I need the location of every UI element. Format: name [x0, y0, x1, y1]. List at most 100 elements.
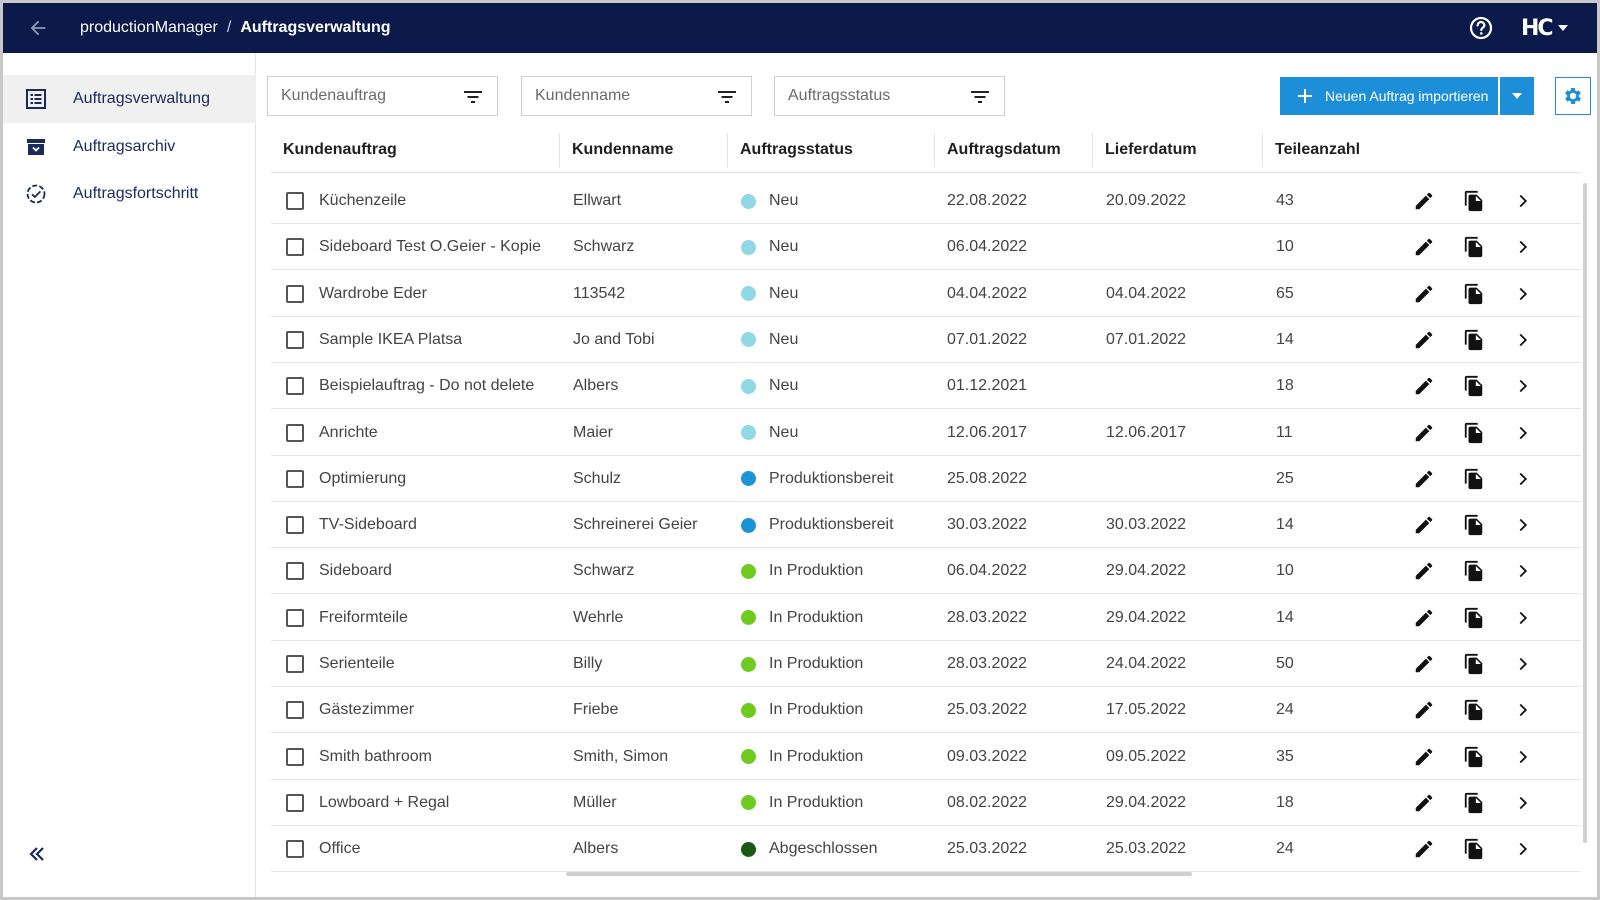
duplicate-button[interactable] [1463, 514, 1485, 536]
column-divider[interactable] [934, 133, 935, 167]
row-checkbox[interactable] [286, 747, 304, 766]
duplicate-button[interactable] [1463, 653, 1485, 675]
edit-button[interactable] [1413, 190, 1435, 212]
table-row[interactable]: Wardrobe Eder 113542 Neu 04.04.2022 04.04.20… [271, 271, 1581, 317]
breadcrumb-app[interactable]: productionManager [80, 19, 218, 36]
duplicate-button[interactable] [1463, 838, 1485, 860]
column-divider[interactable] [727, 133, 728, 167]
duplicate-button[interactable] [1463, 283, 1485, 305]
duplicate-button[interactable] [1463, 792, 1485, 814]
sidebar-item-auftragsfortschritt[interactable]: Auftragsfortschritt [3, 170, 256, 218]
duplicate-button[interactable] [1463, 422, 1485, 444]
duplicate-button[interactable] [1463, 375, 1485, 397]
table-row[interactable]: Sample IKEA Platsa Jo and Tobi Neu 07.01.20… [271, 317, 1581, 363]
row-checkbox[interactable] [286, 840, 304, 859]
filter-order-status[interactable] [774, 76, 1005, 116]
customer-name-filter-input[interactable] [535, 87, 715, 105]
edit-button[interactable] [1413, 560, 1435, 582]
column-header-customer-order[interactable]: Kundenauftrag [283, 141, 397, 158]
edit-button[interactable] [1413, 746, 1435, 768]
open-details-button[interactable] [1512, 560, 1534, 582]
duplicate-button[interactable] [1463, 560, 1485, 582]
table-row[interactable]: Smith bathroom Smith, Simon In Produktion 0… [271, 734, 1581, 780]
open-details-button[interactable] [1512, 699, 1534, 721]
open-details-button[interactable] [1512, 468, 1534, 490]
table-row[interactable]: Sideboard Test O.Geier - Kopie Schwarz Neu… [271, 224, 1581, 271]
row-checkbox[interactable] [286, 192, 304, 210]
sidebar-item-auftragsverwaltung[interactable]: Auftragsverwaltung [3, 75, 256, 123]
duplicate-button[interactable] [1463, 190, 1485, 212]
import-order-button[interactable]: Neuen Auftrag importieren [1280, 77, 1498, 115]
sidebar-item-auftragsarchiv[interactable]: Auftragsarchiv [3, 123, 256, 171]
duplicate-button[interactable] [1463, 468, 1485, 490]
duplicate-button[interactable] [1463, 607, 1485, 629]
edit-button[interactable] [1413, 699, 1435, 721]
duplicate-button[interactable] [1463, 699, 1485, 721]
duplicate-button[interactable] [1463, 746, 1485, 768]
edit-button[interactable] [1413, 329, 1435, 351]
open-details-button[interactable] [1512, 792, 1534, 814]
row-checkbox[interactable] [286, 516, 304, 535]
row-checkbox[interactable] [286, 469, 304, 488]
table-settings-button[interactable] [1555, 77, 1591, 115]
table-row[interactable]: Beispielauftrag - Do not delete Albers Neu… [271, 363, 1581, 410]
brand-menu[interactable]: HC [1521, 15, 1568, 41]
edit-button[interactable] [1413, 422, 1435, 444]
open-details-button[interactable] [1512, 236, 1534, 258]
edit-button[interactable] [1413, 607, 1435, 629]
import-options-dropdown[interactable] [1500, 77, 1534, 115]
open-details-button[interactable] [1512, 607, 1534, 629]
column-divider[interactable] [1262, 133, 1263, 167]
open-details-button[interactable] [1512, 838, 1534, 860]
open-details-button[interactable] [1512, 283, 1534, 305]
open-details-button[interactable] [1512, 329, 1534, 351]
column-header-part-count[interactable]: Teileanzahl [1275, 141, 1361, 158]
order-status-filter-input[interactable] [788, 87, 968, 105]
edit-button[interactable] [1413, 514, 1435, 536]
edit-button[interactable] [1413, 838, 1435, 860]
edit-button[interactable] [1413, 792, 1435, 814]
row-checkbox[interactable] [286, 377, 304, 396]
customer-order-filter-input[interactable] [281, 87, 461, 105]
duplicate-button[interactable] [1463, 329, 1485, 351]
open-details-button[interactable] [1512, 190, 1534, 212]
row-checkbox[interactable] [286, 330, 304, 349]
column-header-order-status[interactable]: Auftragsstatus [740, 141, 853, 158]
row-checkbox[interactable] [286, 608, 304, 627]
table-row[interactable]: Office Albers Abgeschlossen 25.03.2022 25.03… [271, 826, 1581, 873]
table-row[interactable]: Freiformteile Wehrle In Produktion 28.03.20… [271, 595, 1581, 641]
filter-customer-order[interactable] [267, 76, 498, 116]
edit-button[interactable] [1413, 236, 1435, 258]
row-checkbox[interactable] [286, 284, 304, 303]
back-button[interactable] [23, 13, 53, 43]
row-checkbox[interactable] [286, 562, 304, 581]
edit-button[interactable] [1413, 283, 1435, 305]
filter-customer-name[interactable] [521, 76, 752, 116]
open-details-button[interactable] [1512, 375, 1534, 397]
table-row[interactable]: Anrichte Maier Neu 12.06.2017 12.06.2017 11 [271, 410, 1581, 456]
table-row[interactable]: TV-Sideboard Schreinerei Geier Produktions… [271, 502, 1581, 549]
column-divider[interactable] [559, 133, 560, 167]
horizontal-scrollbar[interactable] [566, 872, 1192, 876]
column-header-delivery-date[interactable]: Lieferdatum [1105, 141, 1197, 158]
column-divider[interactable] [1092, 133, 1093, 167]
open-details-button[interactable] [1512, 422, 1534, 444]
row-checkbox[interactable] [286, 423, 304, 442]
column-header-customer-name[interactable]: Kundenname [572, 141, 674, 158]
column-header-order-date[interactable]: Auftragsdatum [947, 141, 1061, 158]
edit-button[interactable] [1413, 468, 1435, 490]
open-details-button[interactable] [1512, 514, 1534, 536]
open-details-button[interactable] [1512, 653, 1534, 675]
help-button[interactable] [1468, 15, 1494, 41]
open-details-button[interactable] [1512, 746, 1534, 768]
edit-button[interactable] [1413, 653, 1435, 675]
row-checkbox[interactable] [286, 655, 304, 673]
table-row[interactable]: Küchenzeile Ellwart Neu 22.08.2022 20.09.202… [271, 178, 1581, 224]
table-row[interactable]: Gästezimmer Friebe In Produktion 25.03.2022… [271, 687, 1581, 734]
table-row[interactable]: Serienteile Billy In Produktion 28.03.2022 2… [271, 641, 1581, 687]
vertical-scrollbar[interactable] [1583, 183, 1587, 843]
row-checkbox[interactable] [286, 238, 304, 257]
row-checkbox[interactable] [286, 701, 304, 720]
table-row[interactable]: Lowboard + Regal Müller In Produktion 08.02… [271, 780, 1581, 826]
row-checkbox[interactable] [286, 793, 304, 812]
